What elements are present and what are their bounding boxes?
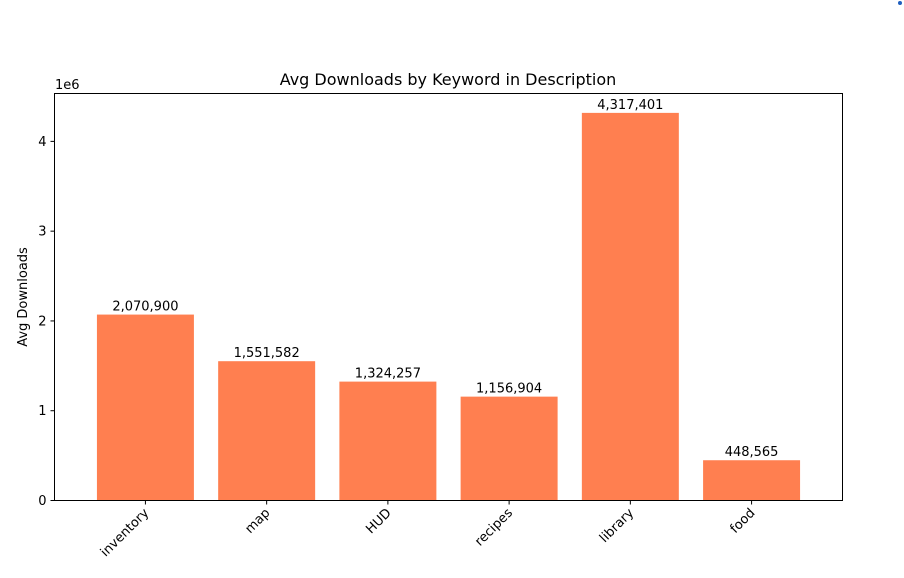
- x-tick-label-recipes: recipes: [472, 506, 516, 550]
- corner-dot: [898, 1, 902, 5]
- x-tick-label-library: library: [597, 506, 637, 546]
- data-label-inventory: 2,070,900: [112, 300, 178, 315]
- data-label-food: 448,565: [725, 445, 779, 460]
- x-tick-label-food: food: [727, 506, 758, 537]
- bar-HUD: [339, 381, 437, 501]
- chart-title: Avg Downloads by Keyword in Description: [280, 70, 617, 89]
- x-tick-label-map: map: [242, 506, 273, 537]
- y-tick-label: 4: [38, 135, 46, 150]
- bar-inventory: [96, 314, 194, 501]
- y-scale-label: 1e6: [55, 78, 80, 93]
- y-ticks-group: 0 1 2 3 4: [38, 135, 55, 509]
- data-label-map: 1,551,582: [234, 346, 300, 361]
- data-label-HUD: 1,324,257: [355, 367, 421, 382]
- bar-recipes: [460, 396, 558, 501]
- bar-food: [703, 460, 801, 501]
- y-tick-label: 2: [38, 314, 46, 329]
- x-ticks-group: inventory map HUD recipes library food: [98, 500, 758, 561]
- x-tick-label-HUD: HUD: [363, 506, 394, 537]
- x-tick-label-inventory: inventory: [98, 506, 153, 561]
- plot-frame: [54, 93, 843, 501]
- y-tick-label: 1: [38, 404, 46, 419]
- bars-group: 2,070,900 1,551,582 1,324,257 1,156,904 4,31…: [96, 98, 801, 501]
- y-tick-label: 3: [38, 225, 46, 240]
- data-label-recipes: 1,156,904: [476, 382, 542, 397]
- y-axis-label: Avg Downloads: [16, 247, 31, 347]
- bar-library: [581, 112, 679, 501]
- data-label-library: 4,317,401: [597, 98, 663, 113]
- y-tick-label: 0: [38, 494, 46, 509]
- bar-map: [218, 361, 316, 501]
